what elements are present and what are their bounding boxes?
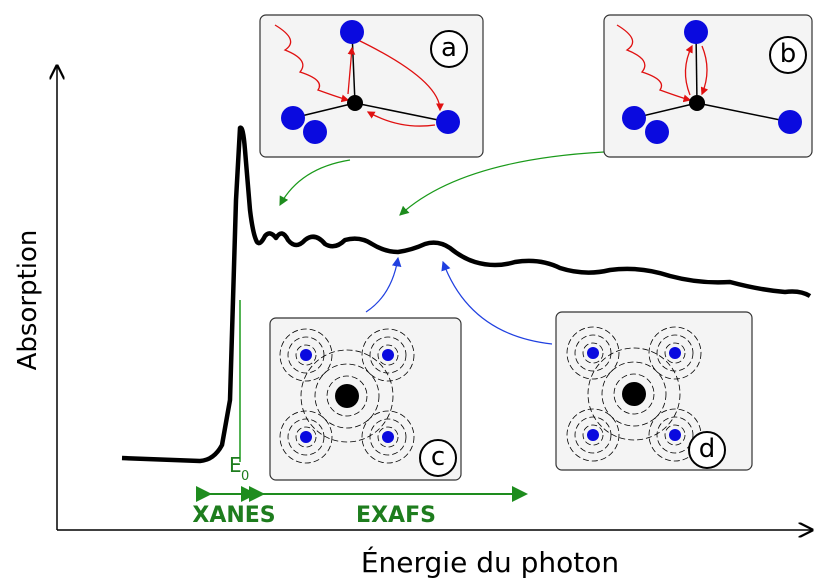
panel-label: d xyxy=(699,434,716,464)
atom xyxy=(281,106,305,130)
scatter-path xyxy=(347,46,356,95)
wave-ring xyxy=(601,361,667,427)
atom xyxy=(587,347,599,359)
wave-ring xyxy=(287,336,325,374)
panel-tag xyxy=(430,30,468,68)
wave-ring xyxy=(300,349,394,443)
panel-label: b xyxy=(780,39,797,69)
atom xyxy=(778,110,802,134)
wave-ring xyxy=(295,344,317,366)
wave-ring xyxy=(566,408,620,462)
wave xyxy=(616,24,692,103)
exafs-label: EXAFS xyxy=(356,503,436,528)
bond xyxy=(354,102,449,123)
wave-ring xyxy=(279,328,333,382)
wave-ring xyxy=(369,418,407,456)
wave-ring xyxy=(587,347,681,441)
absorber xyxy=(335,384,359,408)
panel-c: c xyxy=(269,317,462,481)
wave-ring xyxy=(326,375,368,417)
atom xyxy=(340,20,364,44)
atom xyxy=(303,120,327,144)
arrow-d xyxy=(441,260,553,345)
wave-ring xyxy=(279,410,333,464)
panel-tag xyxy=(688,431,726,469)
wave-ring xyxy=(613,373,655,415)
atom xyxy=(669,347,681,359)
scatter-path xyxy=(684,44,693,96)
arrow-c xyxy=(365,256,402,313)
scatter-path xyxy=(366,111,436,127)
atom xyxy=(436,110,460,134)
wave-ring xyxy=(664,342,686,364)
panel-label: c xyxy=(431,442,445,472)
arrow-a xyxy=(279,159,351,207)
atom xyxy=(587,429,599,441)
atom xyxy=(382,431,394,443)
atom xyxy=(382,349,394,361)
panel-tag xyxy=(769,36,807,74)
wave-ring xyxy=(295,426,317,448)
wave-ring xyxy=(361,328,415,382)
wave-ring xyxy=(656,416,694,454)
absorber xyxy=(689,95,705,111)
atom xyxy=(669,429,681,441)
edge-label: E xyxy=(229,453,242,477)
wave-ring xyxy=(566,326,620,380)
panel-frame xyxy=(603,14,813,158)
scatter-path xyxy=(357,39,444,112)
scatter-path xyxy=(700,45,709,96)
bond xyxy=(696,102,791,123)
panel-a: a xyxy=(259,14,484,158)
panel-b: b xyxy=(603,14,813,158)
wave-ring xyxy=(582,424,604,446)
arrow-b xyxy=(399,151,605,216)
wave-ring xyxy=(361,410,415,464)
absorption-curve xyxy=(121,125,812,464)
wave xyxy=(274,24,350,103)
xanes-label: XANES xyxy=(192,503,275,528)
atom xyxy=(300,349,312,361)
wave-ring xyxy=(648,326,702,380)
panel-d: d xyxy=(555,311,753,471)
atom xyxy=(622,106,646,130)
atom xyxy=(645,120,669,144)
wave-ring xyxy=(377,426,399,448)
atom xyxy=(300,431,312,443)
wave-ring xyxy=(582,342,604,364)
atom xyxy=(684,20,708,44)
absorber xyxy=(347,95,363,111)
absorber xyxy=(622,382,646,406)
panel-frame xyxy=(269,317,462,481)
wave-ring xyxy=(314,363,380,429)
wave-ring xyxy=(369,336,407,374)
wave-ring xyxy=(574,416,612,454)
wave-ring xyxy=(664,424,686,446)
wave-ring xyxy=(656,334,694,372)
wave-ring xyxy=(377,344,399,366)
panel-label: a xyxy=(441,33,457,63)
y-axis-label: Absorption xyxy=(13,230,43,371)
wave-ring xyxy=(287,418,325,456)
x-axis-label: Énergie du photon xyxy=(361,545,619,579)
wave-ring xyxy=(574,334,612,372)
panel-tag xyxy=(419,439,457,477)
edge-subscript: 0 xyxy=(241,469,249,484)
